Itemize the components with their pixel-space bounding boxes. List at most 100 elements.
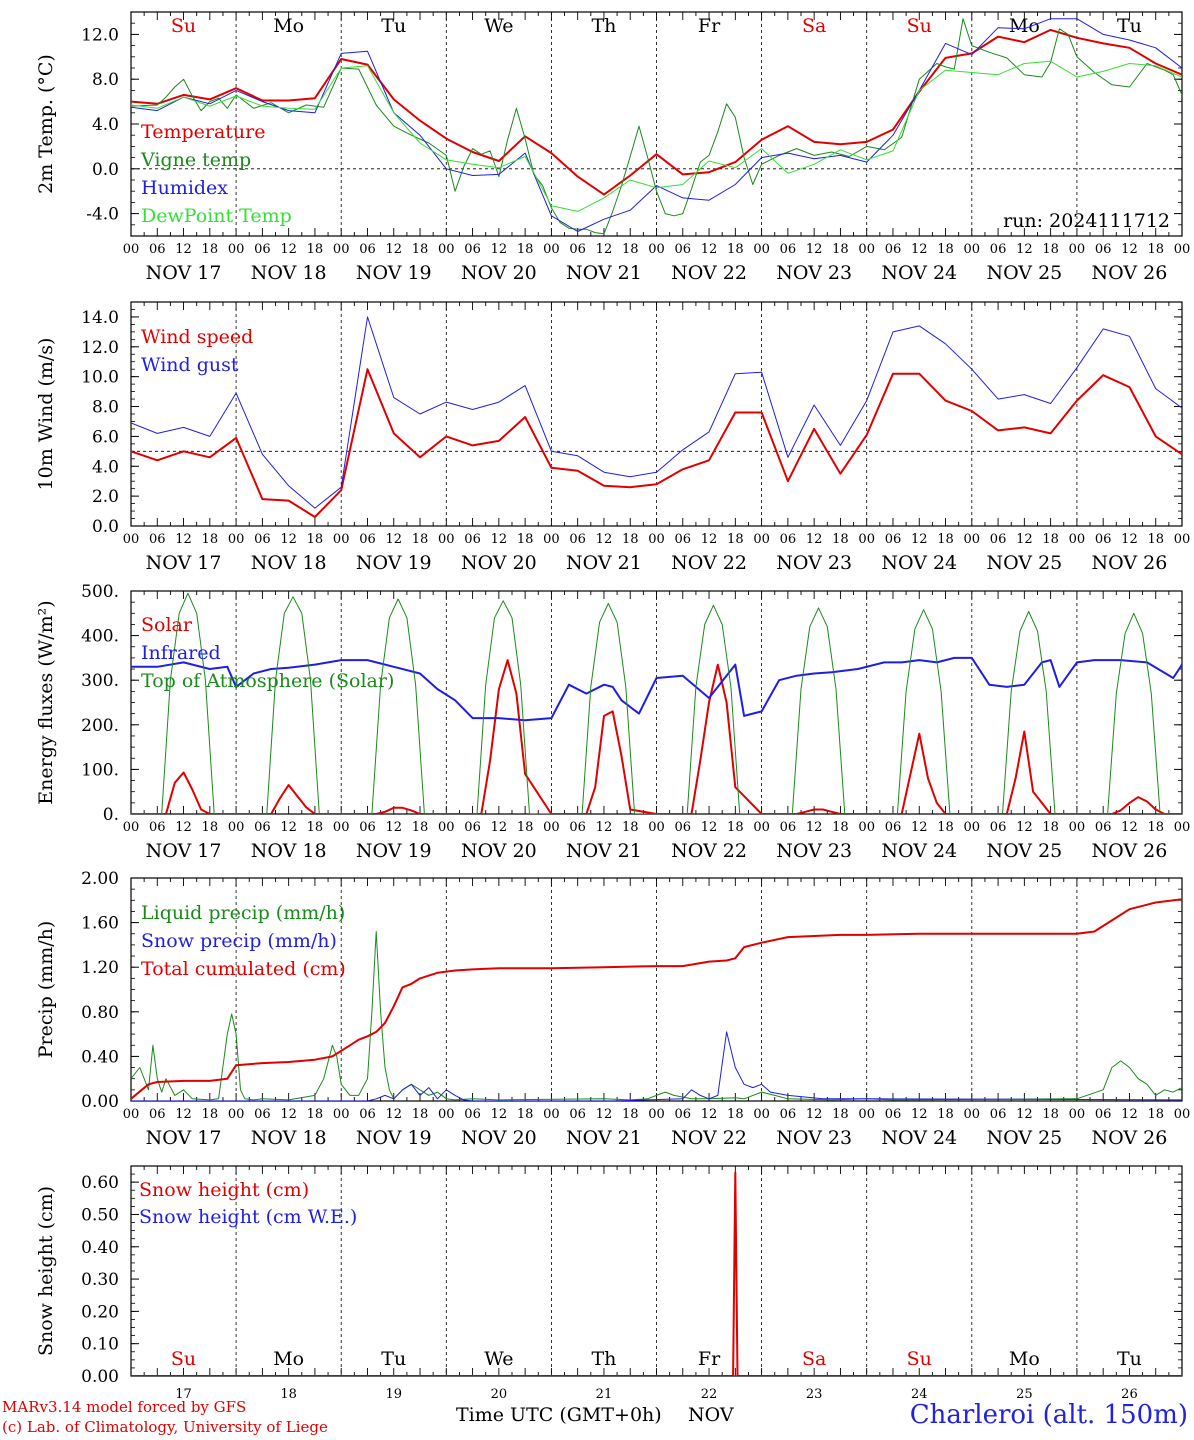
date-label: NOV 22 (671, 1127, 747, 1149)
hour-tick-label: 06 (1095, 820, 1112, 835)
hour-tick-label: 00 (543, 820, 560, 835)
day-number-label: 25 (1016, 1387, 1033, 1402)
hour-tick-label: 12 (806, 1107, 823, 1122)
hour-tick-label: 06 (675, 242, 692, 257)
date-label: NOV 19 (356, 1127, 432, 1149)
hour-tick-label: 06 (885, 820, 902, 835)
hour-tick-label: 00 (438, 242, 455, 257)
hour-tick-label: 06 (149, 820, 166, 835)
hour-tick-label: 06 (149, 1107, 166, 1122)
weekday-label: Fr (698, 1348, 721, 1370)
hour-tick-label: 12 (806, 242, 823, 257)
date-label: NOV 26 (1092, 262, 1168, 284)
series-solar (131, 659, 1182, 814)
date-label: NOV 25 (986, 840, 1062, 862)
panel-3: 0. 100. 200. 300. 400. 500. Energy fluxes (W/m… (35, 582, 1190, 862)
panel-frame (130, 590, 1183, 815)
weekday-label: Mo (273, 1348, 304, 1370)
y-tick-label: 1.20 (81, 958, 119, 978)
hour-tick-label: 06 (780, 242, 797, 257)
hour-tick-label: 12 (701, 242, 718, 257)
date-label: NOV 25 (986, 552, 1062, 574)
series-group (131, 592, 1182, 814)
hour-tick-label: 00 (543, 532, 560, 547)
legend-entry: Solar (141, 614, 193, 636)
date-label: NOV 23 (776, 840, 852, 862)
weekday-label: Fr (698, 15, 721, 37)
hour-tick-label: 00 (333, 532, 350, 547)
weekday-label: We (484, 15, 513, 37)
hour-tick-label: 06 (359, 1107, 376, 1122)
hour-tick-label: 06 (464, 242, 481, 257)
weekday-label: Tu (1117, 15, 1142, 37)
hour-tick-label: 12 (1016, 820, 1033, 835)
weekday-label: Su (907, 15, 932, 37)
date-label: NOV 21 (566, 1127, 642, 1149)
hour-tick-label: 18 (727, 820, 744, 835)
hour-tick-label: 18 (727, 532, 744, 547)
hour-tick-label: 00 (438, 820, 455, 835)
weekday-label: Su (171, 15, 196, 37)
panel-2: 0.0 2.0 4.0 6.0 8.0 10.0 12.0 14.0 10m Wind (m/s… (35, 301, 1190, 574)
series-temperature (131, 28, 1182, 196)
hour-tick-label: 12 (175, 820, 192, 835)
hour-tick-label: 00 (1069, 820, 1086, 835)
hour-tick-label: 12 (806, 820, 823, 835)
hour-tick-label: 06 (885, 532, 902, 547)
hour-tick-label: 00 (123, 820, 140, 835)
hour-tick-label: 12 (1121, 1107, 1138, 1122)
hour-tick-label: 06 (990, 532, 1007, 547)
series-wind-gust (131, 316, 1182, 509)
date-label: NOV 21 (566, 262, 642, 284)
series-top-of-atmosphere-solar (131, 592, 1182, 814)
y-tick-label: 0.00 (81, 1367, 119, 1387)
day-number-label: 26 (1121, 1387, 1138, 1402)
hour-tick-label: 06 (464, 820, 481, 835)
day-number-label: 23 (806, 1387, 823, 1402)
hour-tick-label: 00 (753, 532, 770, 547)
hour-tick-label: 12 (385, 532, 402, 547)
date-label: NOV 24 (881, 840, 957, 862)
hour-tick-label: 12 (701, 1107, 718, 1122)
hour-tick-label: 12 (385, 1107, 402, 1122)
hour-tick-label: 18 (202, 532, 219, 547)
hour-tick-label: 06 (1095, 1107, 1112, 1122)
series-group (131, 316, 1182, 518)
hour-tick-label: 12 (1016, 532, 1033, 547)
y-tick-label: 0.20 (81, 1302, 119, 1322)
y-axis-label: Energy fluxes (W/m²) (35, 600, 57, 804)
hour-tick-label: 00 (1174, 242, 1191, 257)
hour-tick-label: 06 (885, 1107, 902, 1122)
y-tick-label: 0.80 (81, 1003, 119, 1023)
y-tick-label: 0.40 (81, 1238, 119, 1258)
y-tick-label: 1.60 (81, 914, 119, 934)
date-label: NOV 26 (1092, 840, 1168, 862)
hour-tick-label: 18 (832, 820, 849, 835)
day-number-label: 22 (701, 1387, 718, 1402)
date-label: NOV 19 (356, 262, 432, 284)
hour-tick-label: 18 (622, 820, 639, 835)
weekday-label: We (484, 1348, 513, 1370)
hour-tick-label: 06 (254, 820, 271, 835)
weekday-label: Sa (802, 15, 826, 37)
hour-tick-label: 06 (1095, 242, 1112, 257)
weekday-label: Th (591, 1348, 616, 1370)
hour-tick-label: 18 (832, 1107, 849, 1122)
legend-entry: Wind gust (141, 354, 239, 376)
hour-tick-label: 18 (832, 242, 849, 257)
date-label: NOV 23 (776, 262, 852, 284)
hour-tick-label: 06 (254, 1107, 271, 1122)
hour-tick-label: 00 (1069, 532, 1086, 547)
y-tick-label: 0.40 (81, 1047, 119, 1067)
hour-tick-label: 18 (1042, 820, 1059, 835)
hour-tick-label: 18 (517, 242, 534, 257)
y-tick-label: 6.0 (92, 427, 119, 447)
hour-tick-label: 06 (675, 820, 692, 835)
date-label: NOV 24 (881, 262, 957, 284)
hour-tick-label: 06 (569, 242, 586, 257)
hour-tick-label: 06 (569, 820, 586, 835)
hour-tick-label: 00 (753, 820, 770, 835)
legend-entry: Total cumulated (cm) (141, 958, 346, 980)
hour-tick-label: 12 (806, 532, 823, 547)
y-axis-label: Snow height (cm) (35, 1186, 57, 1356)
